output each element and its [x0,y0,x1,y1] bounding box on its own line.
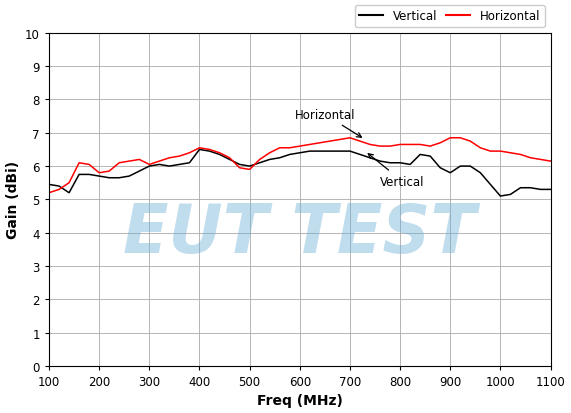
Horizontal [387,144,393,149]
Vertical [156,163,163,168]
Text: EUT TEST: EUT TEST [123,200,476,266]
Vertical [216,152,223,157]
Text: Horizontal: Horizontal [295,109,361,138]
Horizontal [206,147,213,152]
Vertical [497,194,504,199]
Horizontal [156,159,163,164]
Vertical [417,152,424,157]
Line: Vertical: Vertical [49,150,550,197]
Horizontal [547,159,554,164]
Vertical [537,188,544,192]
Horizontal [196,146,203,151]
Text: Vertical: Vertical [368,154,425,188]
Vertical [196,147,203,152]
Horizontal [537,158,544,163]
Horizontal [46,191,53,196]
Vertical [387,161,393,166]
Vertical [206,149,213,154]
Vertical [46,183,53,188]
Vertical [547,188,554,192]
Horizontal [417,142,424,147]
X-axis label: Freq (MHz): Freq (MHz) [257,394,343,408]
Line: Horizontal: Horizontal [49,138,550,193]
Y-axis label: Gain (dBi): Gain (dBi) [6,161,19,239]
Horizontal [347,136,353,141]
Legend: Vertical, Horizontal: Vertical, Horizontal [355,5,545,28]
